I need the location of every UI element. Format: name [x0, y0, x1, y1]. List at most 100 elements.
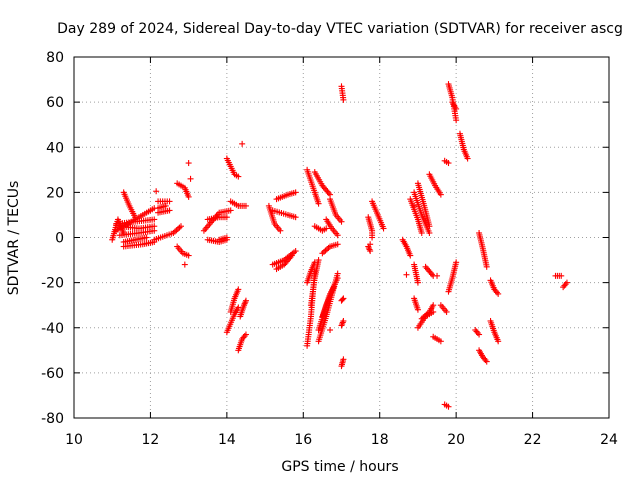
- data-point: [367, 248, 374, 255]
- data-point: [185, 193, 192, 200]
- data-point: [445, 403, 452, 410]
- data-point: [426, 229, 433, 236]
- data-point: [411, 202, 418, 209]
- data-point: [369, 234, 376, 241]
- y-tick-label: -60: [41, 366, 64, 382]
- data-point: [414, 279, 421, 286]
- x-tick-label: 18: [371, 432, 389, 448]
- data-point: [223, 234, 230, 241]
- data-point: [242, 202, 249, 209]
- x-axis-label: GPS time / hours: [281, 459, 398, 475]
- data-point: [339, 296, 346, 303]
- data-point: [443, 308, 450, 315]
- data-point: [143, 234, 150, 241]
- data-point: [292, 248, 299, 255]
- data-point: [453, 105, 460, 112]
- data-point: [338, 218, 345, 225]
- data-point: [437, 338, 444, 345]
- data-point: [430, 302, 437, 309]
- data-point: [367, 241, 374, 248]
- data-point: [426, 223, 433, 230]
- data-point: [151, 227, 158, 234]
- data-point: [365, 245, 372, 252]
- y-tick-label: -80: [41, 411, 64, 427]
- data-point: [434, 272, 441, 279]
- data-point: [453, 259, 460, 266]
- chart-title: Day 289 of 2024, Sidereal Day-to-day VTE…: [57, 21, 623, 37]
- data-point: [453, 117, 460, 124]
- data-point: [366, 246, 373, 253]
- x-tick-label: 16: [294, 432, 312, 448]
- y-axis-label: SDTVAR / TECUs: [6, 181, 22, 296]
- data-point: [292, 189, 299, 196]
- x-tick-label: 12: [142, 432, 160, 448]
- y-axis-ticks: -80 -60 -40 -20 0 20 40 60 80: [41, 50, 609, 427]
- data-point: [292, 214, 299, 221]
- data-point: [476, 331, 483, 338]
- data-point: [153, 188, 160, 195]
- data-point: [132, 214, 139, 221]
- data-point: [187, 175, 194, 182]
- data-point: [166, 198, 173, 205]
- data-point: [315, 257, 322, 264]
- y-tick-label: 40: [46, 140, 64, 156]
- data-point: [235, 286, 242, 293]
- data-point: [339, 320, 346, 327]
- x-tick-label: 14: [218, 432, 236, 448]
- data-point: [178, 223, 184, 230]
- data-point: [323, 225, 330, 232]
- data-point: [340, 96, 347, 103]
- data-point: [323, 246, 330, 253]
- data-point: [239, 140, 246, 147]
- data-point: [558, 272, 565, 279]
- data-point: [340, 317, 347, 324]
- data-point: [311, 259, 318, 266]
- data-point: [437, 191, 444, 198]
- data-point: [322, 247, 329, 254]
- data-point: [464, 155, 471, 162]
- data-point: [223, 214, 230, 221]
- data-point: [174, 225, 181, 232]
- data-point: [495, 338, 502, 345]
- data-point: [418, 229, 425, 236]
- data-point: [151, 216, 158, 223]
- data-point: [185, 160, 192, 167]
- x-tick-label: 24: [600, 432, 618, 448]
- data-point: [176, 224, 183, 231]
- x-tick-label: 22: [524, 432, 542, 448]
- data-point: [403, 271, 410, 278]
- data-point: [242, 331, 249, 338]
- data-point: [166, 207, 173, 214]
- data-point: [334, 232, 341, 239]
- x-axis-ticks: 10 12 14 16 18 20 22 24: [65, 57, 618, 448]
- data-point: [288, 252, 295, 259]
- y-tick-label: -40: [41, 321, 64, 337]
- data-point: [181, 261, 188, 268]
- data-point: [339, 319, 346, 326]
- data-point: [227, 207, 234, 214]
- data-point: [320, 248, 327, 255]
- data-point: [407, 252, 414, 259]
- y-tick-label: -20: [41, 276, 64, 292]
- data-point: [327, 327, 334, 334]
- y-tick-label: 80: [46, 50, 64, 66]
- data-point: [563, 279, 570, 286]
- data-point: [185, 252, 192, 259]
- data-points: [109, 81, 570, 410]
- data-point: [334, 241, 341, 248]
- y-tick-label: 60: [46, 95, 64, 111]
- data-point: [173, 227, 180, 234]
- data-point: [380, 225, 387, 232]
- data-point: [340, 295, 347, 302]
- y-tick-label: 20: [46, 185, 64, 201]
- data-point: [242, 297, 249, 304]
- data-point: [445, 160, 452, 167]
- y-tick-label: 0: [55, 231, 64, 247]
- data-point: [235, 304, 242, 311]
- data-point: [235, 173, 242, 180]
- data-point: [414, 306, 421, 313]
- data-point: [315, 200, 322, 207]
- data-point: [495, 290, 502, 297]
- data-point: [483, 263, 490, 270]
